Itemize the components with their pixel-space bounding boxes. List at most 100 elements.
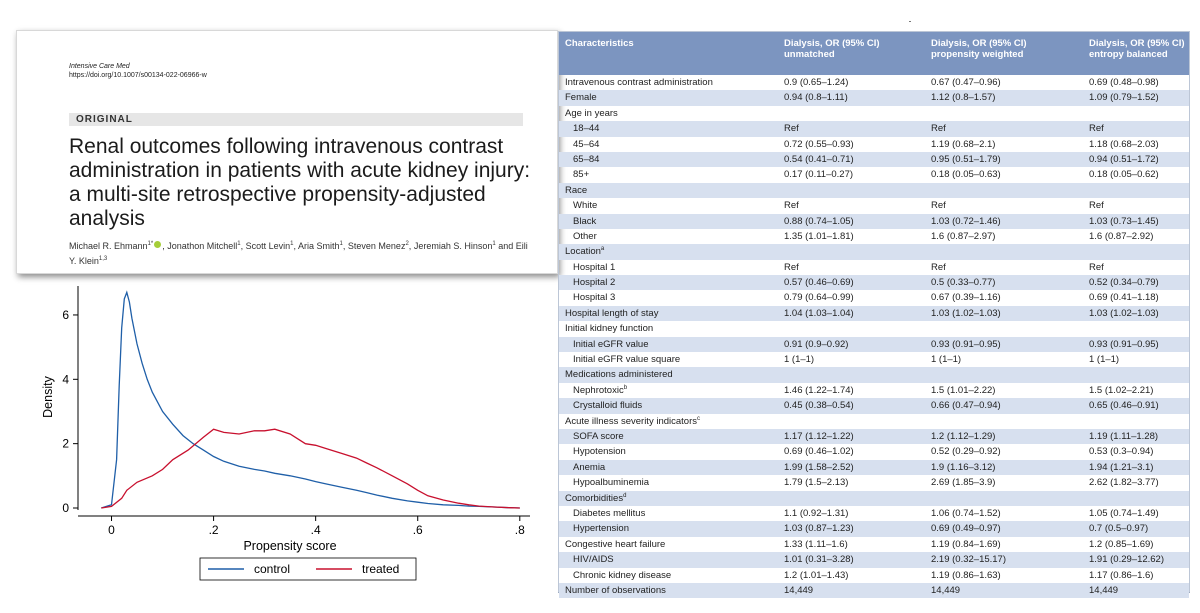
y-tick-label: 4 <box>62 372 69 386</box>
table-cell: 1 (1–1) <box>931 354 962 366</box>
author-list: Michael R. Ehmann1*, Jonathon Mitchell1,… <box>69 241 528 266</box>
row-label: SOFA score <box>573 430 624 442</box>
table-header: Characteristics Dialysis, OR (95% CI) unm… <box>559 32 1189 75</box>
table-row: Hypoalbuminemia 1.79 (1.5–2.13) 2.69 (1.85… <box>559 475 1189 490</box>
table-row: Initial kidney function <box>559 321 1189 336</box>
journal-name: Intensive Care Med <box>69 63 130 70</box>
author-affiliation: 1* <box>147 241 154 247</box>
table-header-cell: Dialysis, OR (95% CI) unmatched <box>784 38 880 60</box>
author-name: Scott Levin <box>245 241 291 251</box>
paper-title: Renal outcomes following intravenous con… <box>69 135 531 230</box>
table-row: Nephrotoxicb 1.46 (1.22–1.74) 1.5 (1.01–2.… <box>559 383 1189 398</box>
table-cell: 1.17 (0.86–1.6) <box>1089 569 1154 581</box>
table-cell: 0.93 (0.91–0.95) <box>931 338 1001 350</box>
table-cell: 1.99 (1.58–2.52) <box>784 461 854 473</box>
row-label: Initial kidney function <box>565 323 654 335</box>
table-cell: 14,449 <box>931 584 961 596</box>
table-row: Black 0.88 (0.74–1.05) 1.03 (0.72–1.46) 1.0… <box>559 213 1189 229</box>
row-label: Nephrotoxicb <box>573 384 628 396</box>
table-row: Hospital 1 Ref Ref Ref <box>559 260 1189 275</box>
table-row: Congestive heart failure 1.33 (1.11–1.6) 1… <box>559 537 1189 552</box>
x-axis-label: Propensity score <box>243 539 336 553</box>
table-cell: 1.2 (0.85–1.69) <box>1089 538 1154 550</box>
table-cell: 0.18 (0.05–0.63) <box>931 169 1001 181</box>
table-cell: 0.52 (0.34–0.79) <box>1089 277 1159 289</box>
row-label: White <box>573 200 598 212</box>
table-cell: 0.91 (0.9–0.92) <box>784 338 849 350</box>
table-cell: 1.2 (1.12–1.29) <box>931 430 996 442</box>
row-label: HIV/AIDS <box>573 554 614 566</box>
table-row: Locationa <box>559 244 1189 260</box>
author-affiliation: 1 <box>339 241 343 247</box>
table-cell: 1.03 (0.72–1.46) <box>931 215 1001 227</box>
table-cell: 0.52 (0.29–0.92) <box>931 446 1001 458</box>
table-row: Hypertension 1.03 (0.87–1.23) 0.69 (0.49–0… <box>559 521 1189 537</box>
row-label: Crystalloid fluids <box>573 400 643 412</box>
table-cell: 0.17 (0.11–0.27) <box>784 169 854 181</box>
table-cell: 1.5 (1.02–2.21) <box>1089 384 1154 396</box>
author-affiliation: 2 <box>405 241 409 247</box>
table-row: Intravenous contrast administration 0.9 (… <box>559 75 1189 90</box>
doi-link[interactable]: https://doi.org/10.1007/s00134-022-06966… <box>69 72 207 79</box>
table-row: Anemia 1.99 (1.58–2.52) 1.9 (1.16–3.12) 1.9… <box>559 459 1189 476</box>
table-row: Hospital 2 0.57 (0.46–0.69) 0.5 (0.33–0.77… <box>559 275 1189 291</box>
table-cell: 1.19 (0.86–1.63) <box>931 569 1001 581</box>
table-cell: 1 (1–1) <box>784 354 815 366</box>
row-label: Hospital 2 <box>573 277 616 289</box>
y-tick-label: 2 <box>62 437 69 451</box>
table-cell: Ref <box>931 200 946 212</box>
table-row: 45–64 0.72 (0.55–0.93) 1.19 (0.68–2.1) 1.18… <box>559 137 1189 152</box>
table-cell: 0.54 (0.41–0.71) <box>784 153 854 165</box>
series-line-treated <box>101 428 520 509</box>
table-cell: 0.67 (0.39–1.16) <box>931 292 1001 304</box>
table-cell: 0.93 (0.91–0.95) <box>1089 338 1159 350</box>
table-cell: 1.2 (1.01–1.43) <box>784 569 849 581</box>
table-cell: 1.91 (0.29–12.62) <box>1089 554 1165 566</box>
table-row: Initial eGFR value square 1 (1–1) 1 (1–1) 1… <box>559 352 1189 367</box>
author-name: Steven Menez <box>347 241 406 251</box>
author-name: Jeremiah S. Hinson <box>413 241 493 251</box>
table-cell: 0.7 (0.5–0.97) <box>1089 523 1149 535</box>
row-label: Race <box>565 184 588 196</box>
orcid-icon[interactable] <box>154 241 162 248</box>
row-label: 65–84 <box>573 153 600 165</box>
table-row: Initial eGFR value 0.91 (0.9–0.92) 0.93 (0… <box>559 336 1189 353</box>
table-cell: 1.17 (1.12–1.22) <box>784 430 854 442</box>
table-cell: 0.18 (0.05–0.62) <box>1089 169 1159 181</box>
table-cell: Ref <box>784 123 799 135</box>
table-cell: 0.53 (0.3–0.94) <box>1089 446 1154 458</box>
row-label: Number of observations <box>565 584 666 596</box>
table-cell: 0.66 (0.47–0.94) <box>931 400 1001 412</box>
table-cell: Ref <box>931 123 946 135</box>
table-cell: 1.03 (1.02–1.03) <box>931 307 1001 319</box>
table-cell: Ref <box>784 261 799 273</box>
row-label: Anemia <box>573 461 606 473</box>
table-cell: 1.46 (1.22–1.74) <box>784 384 854 396</box>
series-line-control <box>101 290 520 509</box>
table-cell: 1.19 (1.11–1.28) <box>1089 430 1159 442</box>
author-affiliation: 1 <box>237 241 241 247</box>
table-row: 18–44 Ref Ref Ref <box>559 121 1189 137</box>
table-cell: 1 (1–1) <box>1089 354 1120 366</box>
author-affiliation: 1,3 <box>98 256 108 262</box>
row-label: Initial eGFR value square <box>573 354 681 366</box>
table-cell: 1.06 (0.74–1.52) <box>931 507 1001 519</box>
row-label: 45–64 <box>573 138 600 150</box>
table-cell: 0.65 (0.46–0.91) <box>1089 400 1159 412</box>
table-cell: 0.79 (0.64–0.99) <box>784 292 854 304</box>
table-cell: 0.69 (0.41–1.18) <box>1089 292 1159 304</box>
table-row: Acute illness severity indicatorsc <box>559 414 1189 429</box>
table-cell: 1.01 (0.31–3.28) <box>784 554 854 566</box>
table-cell: 1.33 (1.11–1.6) <box>784 538 848 550</box>
table-cell: 0.45 (0.38–0.54) <box>784 400 854 412</box>
legend-label-control: control <box>254 562 290 576</box>
table-cell: 1.9 (1.16–3.12) <box>931 461 996 473</box>
row-label-footnote: a <box>600 246 605 253</box>
table-row: White Ref Ref Ref <box>559 198 1189 213</box>
table-row: Number of observations 14,449 14,449 14,449 <box>559 582 1189 599</box>
table-cell: 0.95 (0.51–1.79) <box>931 153 1001 165</box>
author-affiliation: 1 <box>492 241 496 247</box>
density-chart-svg: 0 2 4 6 0 .2 .4 .6 .8 Propensity score Density cont… <box>41 286 530 581</box>
row-label: 85+ <box>573 169 590 181</box>
scan-mark <box>909 21 911 22</box>
